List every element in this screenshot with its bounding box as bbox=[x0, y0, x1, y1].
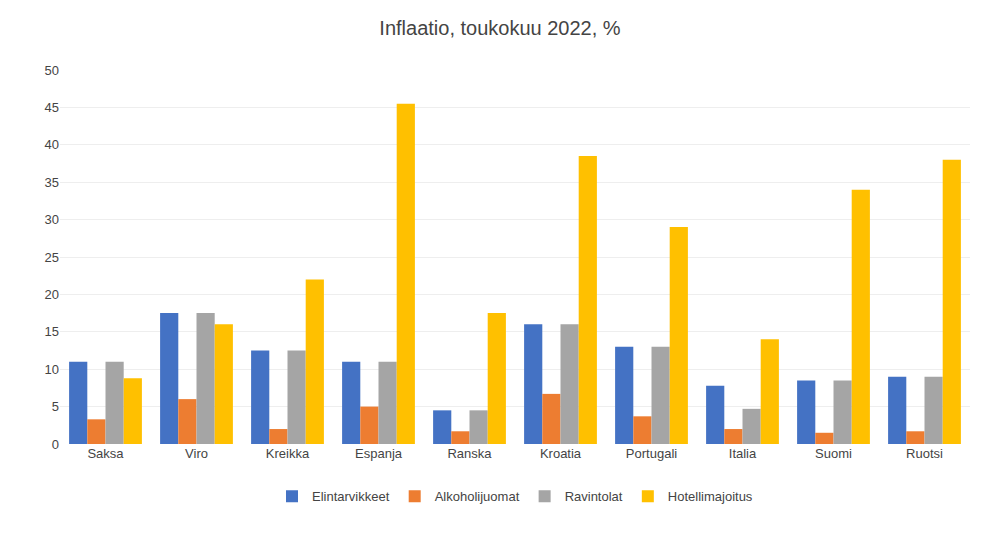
svg-text:45: 45 bbox=[45, 100, 59, 115]
svg-text:20: 20 bbox=[45, 287, 59, 302]
svg-text:40: 40 bbox=[45, 137, 59, 152]
svg-text:Inflaatio, toukokuu 2022, %: Inflaatio, toukokuu 2022, % bbox=[379, 17, 620, 39]
svg-text:Suomi: Suomi bbox=[815, 446, 852, 461]
svg-text:Saksa: Saksa bbox=[87, 446, 124, 461]
svg-text:0: 0 bbox=[52, 437, 59, 452]
svg-text:50: 50 bbox=[45, 63, 59, 78]
svg-text:Kroatia: Kroatia bbox=[540, 446, 582, 461]
svg-text:Espanja: Espanja bbox=[355, 446, 403, 461]
svg-text:35: 35 bbox=[45, 175, 59, 190]
svg-text:5: 5 bbox=[52, 399, 59, 414]
svg-text:Alkoholijuomat: Alkoholijuomat bbox=[435, 489, 520, 504]
svg-text:Ruotsi: Ruotsi bbox=[906, 446, 943, 461]
svg-text:15: 15 bbox=[45, 324, 59, 339]
svg-text:30: 30 bbox=[45, 212, 59, 227]
svg-text:Portugali: Portugali bbox=[626, 446, 677, 461]
svg-text:Ranska: Ranska bbox=[447, 446, 492, 461]
svg-text:Kreikka: Kreikka bbox=[266, 446, 310, 461]
svg-text:Italia: Italia bbox=[729, 446, 757, 461]
svg-text:Hotellimajoitus: Hotellimajoitus bbox=[668, 489, 753, 504]
svg-text:25: 25 bbox=[45, 250, 59, 265]
svg-text:Ravintolat: Ravintolat bbox=[565, 489, 623, 504]
svg-text:Elintarvikkeet: Elintarvikkeet bbox=[312, 489, 390, 504]
svg-text:10: 10 bbox=[45, 362, 59, 377]
svg-text:Viro: Viro bbox=[185, 446, 208, 461]
